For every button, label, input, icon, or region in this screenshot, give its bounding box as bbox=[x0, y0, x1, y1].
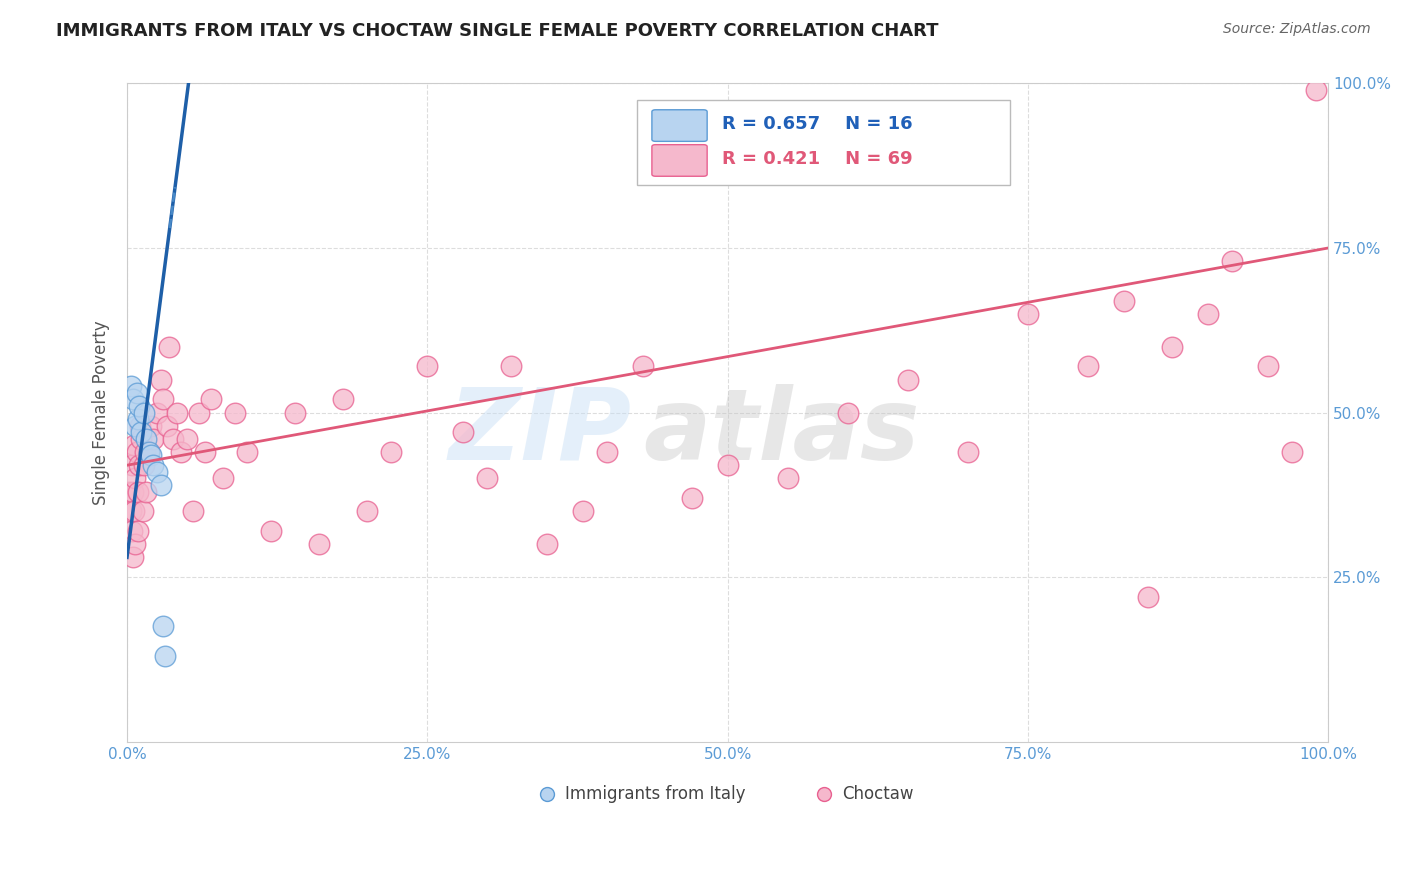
Point bbox=[332, 392, 354, 407]
Point bbox=[138, 445, 160, 459]
Point bbox=[776, 471, 799, 485]
Text: Source: ZipAtlas.com: Source: ZipAtlas.com bbox=[1223, 22, 1371, 37]
Point bbox=[156, 418, 179, 433]
Point bbox=[122, 504, 145, 518]
Text: Immigrants from Italy: Immigrants from Italy bbox=[565, 785, 747, 804]
Point bbox=[308, 537, 330, 551]
Text: ZIP: ZIP bbox=[449, 384, 631, 481]
Point bbox=[132, 406, 155, 420]
Point bbox=[181, 504, 204, 518]
Point bbox=[716, 458, 738, 473]
Point bbox=[152, 619, 174, 633]
Point bbox=[453, 425, 475, 440]
Point bbox=[139, 448, 162, 462]
FancyBboxPatch shape bbox=[637, 100, 1010, 186]
Point bbox=[138, 445, 160, 459]
Point bbox=[132, 458, 155, 473]
Point bbox=[142, 432, 165, 446]
Text: IMMIGRANTS FROM ITALY VS CHOCTAW SINGLE FEMALE POVERTY CORRELATION CHART: IMMIGRANTS FROM ITALY VS CHOCTAW SINGLE … bbox=[56, 22, 939, 40]
Point bbox=[135, 484, 157, 499]
Point bbox=[813, 788, 835, 802]
Point bbox=[118, 484, 141, 499]
Text: R = 0.421    N = 69: R = 0.421 N = 69 bbox=[721, 150, 912, 168]
Point bbox=[224, 406, 246, 420]
Point bbox=[139, 418, 162, 433]
Point bbox=[596, 445, 619, 459]
Point bbox=[131, 504, 153, 518]
Point bbox=[1197, 307, 1219, 321]
Point bbox=[122, 438, 145, 452]
Point bbox=[125, 385, 148, 400]
Point bbox=[157, 340, 180, 354]
Point bbox=[633, 359, 655, 374]
Point bbox=[127, 412, 149, 426]
Point bbox=[501, 359, 523, 374]
Point bbox=[135, 432, 157, 446]
Point bbox=[200, 392, 222, 407]
Point bbox=[1305, 83, 1327, 97]
FancyBboxPatch shape bbox=[652, 110, 707, 141]
Point bbox=[121, 458, 143, 473]
Point bbox=[536, 537, 558, 551]
Point bbox=[149, 478, 172, 492]
Point bbox=[162, 432, 184, 446]
Point bbox=[146, 465, 169, 479]
Point bbox=[194, 445, 217, 459]
Point bbox=[1077, 359, 1099, 374]
Point bbox=[120, 504, 142, 518]
Point bbox=[170, 445, 193, 459]
Point bbox=[1161, 340, 1184, 354]
Point bbox=[1112, 293, 1135, 308]
Point bbox=[146, 406, 169, 420]
Point bbox=[284, 406, 307, 420]
Point bbox=[124, 537, 146, 551]
Point bbox=[956, 445, 979, 459]
Point bbox=[1136, 590, 1159, 604]
Point bbox=[188, 406, 211, 420]
Point bbox=[122, 550, 145, 565]
Point bbox=[125, 445, 148, 459]
Point bbox=[1281, 445, 1303, 459]
Point bbox=[127, 484, 149, 499]
Point bbox=[122, 484, 145, 499]
Point bbox=[260, 524, 283, 538]
Point bbox=[142, 458, 165, 473]
FancyBboxPatch shape bbox=[652, 145, 707, 177]
Point bbox=[572, 504, 595, 518]
Point bbox=[837, 406, 859, 420]
Text: atlas: atlas bbox=[644, 384, 920, 481]
Point bbox=[416, 359, 439, 374]
Point bbox=[128, 399, 150, 413]
Point bbox=[681, 491, 703, 505]
Point bbox=[536, 788, 558, 802]
Point bbox=[1220, 254, 1243, 268]
Point bbox=[124, 471, 146, 485]
Point bbox=[131, 432, 153, 446]
Point bbox=[236, 445, 259, 459]
Point bbox=[120, 379, 142, 393]
Point bbox=[155, 649, 177, 664]
Point bbox=[128, 458, 150, 473]
Point bbox=[477, 471, 499, 485]
Text: Choctaw: Choctaw bbox=[842, 785, 912, 804]
Point bbox=[124, 418, 146, 433]
Point bbox=[121, 524, 143, 538]
Point bbox=[1257, 359, 1279, 374]
Point bbox=[127, 524, 149, 538]
Point bbox=[166, 406, 188, 420]
Point bbox=[152, 392, 174, 407]
Point bbox=[122, 392, 145, 407]
Text: R = 0.657    N = 16: R = 0.657 N = 16 bbox=[721, 115, 912, 133]
Point bbox=[134, 445, 156, 459]
Point bbox=[129, 418, 152, 433]
Point bbox=[131, 425, 153, 440]
Point bbox=[380, 445, 402, 459]
Point bbox=[1017, 307, 1039, 321]
Point bbox=[176, 432, 198, 446]
Y-axis label: Single Female Poverty: Single Female Poverty bbox=[93, 320, 110, 505]
Point bbox=[897, 373, 920, 387]
Point bbox=[356, 504, 378, 518]
Point bbox=[212, 471, 235, 485]
Point bbox=[149, 373, 172, 387]
